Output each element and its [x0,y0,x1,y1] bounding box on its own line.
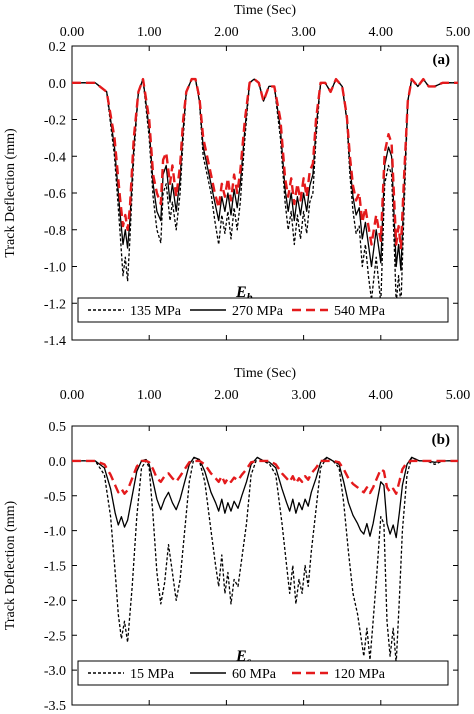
legend-box [77,660,449,686]
x-axis-title: Time (Sec) [234,366,296,381]
x-tick-label: 5.00 [446,388,471,403]
annotation-subscript: b [247,290,253,304]
x-tick-label: 1.00 [137,388,162,403]
modulus-annotation: Eb [235,284,253,304]
legend-box [77,297,449,323]
x-axis-title: Time (Sec) [234,3,296,18]
y-tick-label: -2.5 [44,629,66,644]
series-line-60-mpa [72,456,458,539]
y-tick-label: 0.5 [49,420,67,435]
y-tick-label: -0.6 [44,187,66,202]
y-tick-label: -1.0 [44,525,66,540]
legend-label: 540 MPa [334,304,386,319]
legend-label: 270 MPa [232,304,284,319]
x-tick-label: 3.00 [291,25,316,40]
x-tick-label: 4.00 [369,25,394,40]
x-tick-label: 1.00 [137,25,162,40]
x-tick-label: 0.00 [60,25,85,40]
y-tick-label: 0.0 [49,77,67,92]
series-line-120-mpa [72,459,458,495]
y-tick-label: -3.0 [44,664,66,679]
y-tick-label: -0.8 [44,224,66,239]
y-tick-label: -0.2 [44,114,66,129]
x-tick-label: 0.00 [60,388,85,403]
legend: 15 MPa 60 MPa 120 MPa [77,660,449,686]
series-line-540-mpa [72,77,458,250]
y-tick-label: -3.5 [44,699,66,714]
legend-label: 120 MPa [334,667,386,682]
panel-label: (b) [432,432,450,448]
y-tick-label: -1.5 [44,560,66,575]
y-axis-title: Track Deflection (mm) [3,128,18,258]
y-tick-label: -2.0 [44,594,66,609]
legend-label: 60 MPa [232,667,277,682]
x-tick-label: 2.00 [214,25,239,40]
chart-panel-b: Time (Sec) 0.00 1.00 2.00 3.00 4.00 5.00 0.5 0.0… [3,366,470,714]
legend: 135 MPa 270 MPa 540 MPa [77,297,449,323]
y-tick-label: 0.2 [49,40,67,55]
y-axis-title: Track Deflection (mm) [3,500,18,630]
annotation-symbol: E [235,648,247,665]
y-tick-label: -1.2 [44,297,66,312]
y-tick-label: -1.0 [44,261,66,276]
y-tick-label: 0.0 [49,455,67,470]
annotation-symbol: E [235,284,247,301]
x-tick-label: 5.00 [446,25,471,40]
y-tick-label: -1.4 [44,334,66,349]
series-line-135-mpa [72,78,458,308]
x-tick-label: 4.00 [369,388,394,403]
x-tick-label: 3.00 [291,388,316,403]
chart-panel-a: Time (Sec) 0.00 1.00 2.00 3.00 4.00 5.00 0.2 0.0… [3,3,470,349]
y-tick-label: -0.4 [44,150,66,165]
y-tick-label: -0.5 [44,490,66,505]
legend-label: 15 MPa [130,667,175,682]
panel-label: (a) [433,52,451,68]
legend-label: 135 MPa [130,304,182,319]
series-line-15-mpa [72,456,458,664]
x-tick-label: 2.00 [214,388,239,403]
